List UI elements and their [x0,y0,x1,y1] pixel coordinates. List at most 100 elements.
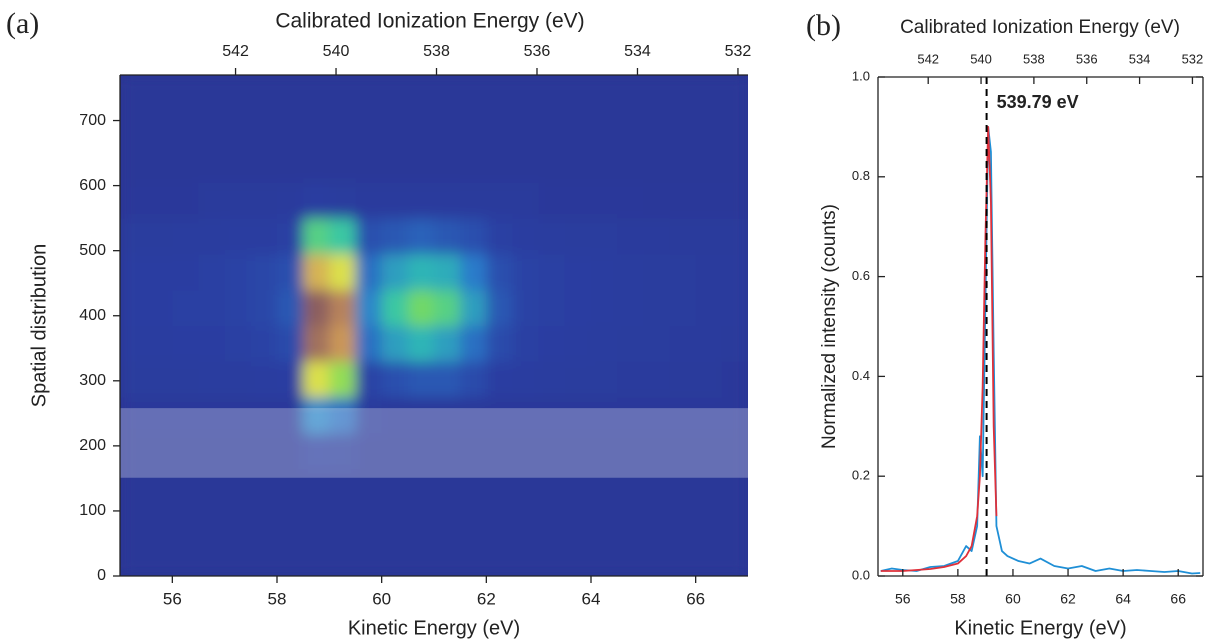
x-tick-label: 62 [1060,591,1076,607]
y-tick-label: 500 [79,242,106,259]
heat-cell [564,540,592,576]
heat-cell [486,110,513,148]
heat-cell [355,432,383,470]
heat-cell [538,540,566,576]
heat-cell [172,289,199,326]
heat-cell [329,325,356,362]
heat-cell [329,253,356,291]
heat-cell [564,253,592,291]
heat-cell [303,289,330,326]
heat-cell [224,468,252,505]
heat-cell [643,540,670,576]
heat-cell [277,146,304,183]
heat-cell [355,289,383,326]
heat-cell [721,253,748,291]
heat-cell [381,218,409,255]
y-tick-label: 0.8 [852,168,870,183]
heat-cell [198,540,226,576]
heat-cell [669,397,697,434]
heat-cell [721,397,748,434]
heat-cell [486,540,513,576]
heat-cell [538,182,566,219]
heat-cell [591,325,618,362]
heat-cell [721,182,748,219]
x-tick-label: 56 [895,591,911,607]
heat-cell [617,182,644,219]
x-tick-label: 62 [477,589,496,608]
heat-cell [669,146,697,183]
heat-cell [277,218,304,255]
y-tick-label: 600 [79,177,106,194]
heat-cell [564,182,592,219]
heat-cell [591,146,618,183]
y-tick-label: 1.0 [852,68,870,83]
heat-cell [643,182,670,219]
heat-cell [512,146,540,183]
heatmap-cells [120,75,748,576]
heat-cell [277,289,304,326]
heat-cell [277,110,304,148]
heat-cell [146,504,173,541]
x2-tick-label: 540 [323,43,350,60]
heat-cell [434,540,461,576]
x-tick-label: 66 [686,589,705,608]
heat-cell [643,75,670,112]
heat-cell [434,397,461,434]
x-tick-label: 58 [950,591,966,607]
heat-cell [617,289,644,326]
heat-cell [512,432,540,470]
heat-cell [172,182,199,219]
heat-cell [381,504,409,541]
heat-cell [329,361,356,398]
heat-cell [329,540,356,576]
y-tick-label: 0.6 [852,268,870,283]
heat-cell [512,540,540,576]
heat-cell [355,325,383,362]
x2-tick-label: 536 [524,43,551,60]
heat-cell [120,325,147,362]
heat-cell [303,397,330,434]
heat-cell [643,253,670,291]
heat-cell [172,397,199,434]
heat-cell [250,397,278,434]
heat-cell [695,504,723,541]
x-tick-label: 64 [1115,591,1131,607]
heat-cell [538,397,566,434]
y-axis-title: Spatial distribution [28,244,50,407]
heat-cell [512,218,540,255]
heat-cell [381,110,409,148]
x2-tick-label: 538 [1023,51,1045,66]
heat-cell [721,540,748,576]
x2-axis-title: Calibrated Ionization Energy (eV) [900,17,1180,38]
heat-cell [250,146,278,183]
heat-cell [407,540,435,576]
heat-cell [146,110,173,148]
heat-cell [329,218,356,255]
heat-cell [564,218,592,255]
heat-cell [172,218,199,255]
heat-cell [407,110,435,148]
heat-cell [617,110,644,148]
panel-label: (a) [6,7,39,40]
heat-cell [434,468,461,505]
heat-cell [407,468,435,505]
heat-cell [198,468,226,505]
heat-cell [381,289,409,326]
heat-cell [277,75,304,112]
heat-cell [224,146,252,183]
heat-cell [695,432,723,470]
heat-cell [407,504,435,541]
heat-cell [617,325,644,362]
heat-cell [329,504,356,541]
heat-cell [198,253,226,291]
heat-cell [695,110,723,148]
heat-cell [669,468,697,505]
heat-cell [277,182,304,219]
y-tick-label: 0.0 [852,567,870,582]
heat-cell [250,432,278,470]
heat-cell [643,504,670,541]
heat-cell [434,289,461,326]
heat-cell [303,253,330,291]
heat-cell [591,468,618,505]
